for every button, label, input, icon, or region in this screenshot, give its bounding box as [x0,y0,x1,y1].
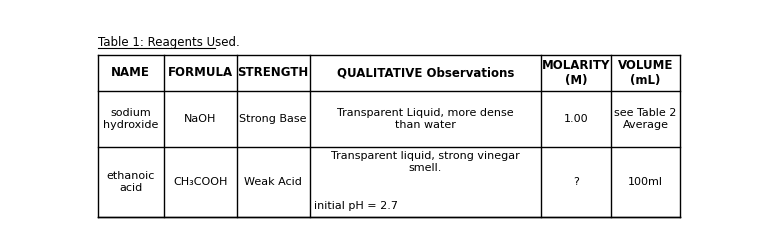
Text: 100ml: 100ml [628,177,663,187]
Bar [98,55,681,217]
Text: VOLUME
(mL): VOLUME (mL) [618,59,673,87]
Text: NaOH: NaOH [184,114,217,124]
Text: Weak Acid: Weak Acid [244,177,302,187]
Text: Strong Base: Strong Base [240,114,307,124]
Text: see Table 2
Average: see Table 2 Average [615,108,677,130]
Text: FORMULA: FORMULA [168,66,233,79]
Text: QUALITATIVE Observations: QUALITATIVE Observations [337,66,514,79]
Text: ethanoic
acid: ethanoic acid [107,171,155,193]
Text: 1.00: 1.00 [564,114,588,124]
Text: Table 1: Reagents Used.: Table 1: Reagents Used. [98,36,240,49]
Text: ?: ? [573,177,579,187]
Text: CH₃COOH: CH₃COOH [173,177,227,187]
Text: STRENGTH: STRENGTH [237,66,309,79]
Text: Transparent Liquid, more dense
than water: Transparent Liquid, more dense than wate… [337,108,514,130]
Text: initial pH = 2.7: initial pH = 2.7 [315,201,398,211]
Text: Transparent liquid, strong vinegar
smell.: Transparent liquid, strong vinegar smell… [331,152,520,173]
Text: NAME: NAME [111,66,150,79]
Text: MOLARITY
(M): MOLARITY (M) [542,59,610,87]
Text: sodium
hydroxide: sodium hydroxide [103,108,158,130]
